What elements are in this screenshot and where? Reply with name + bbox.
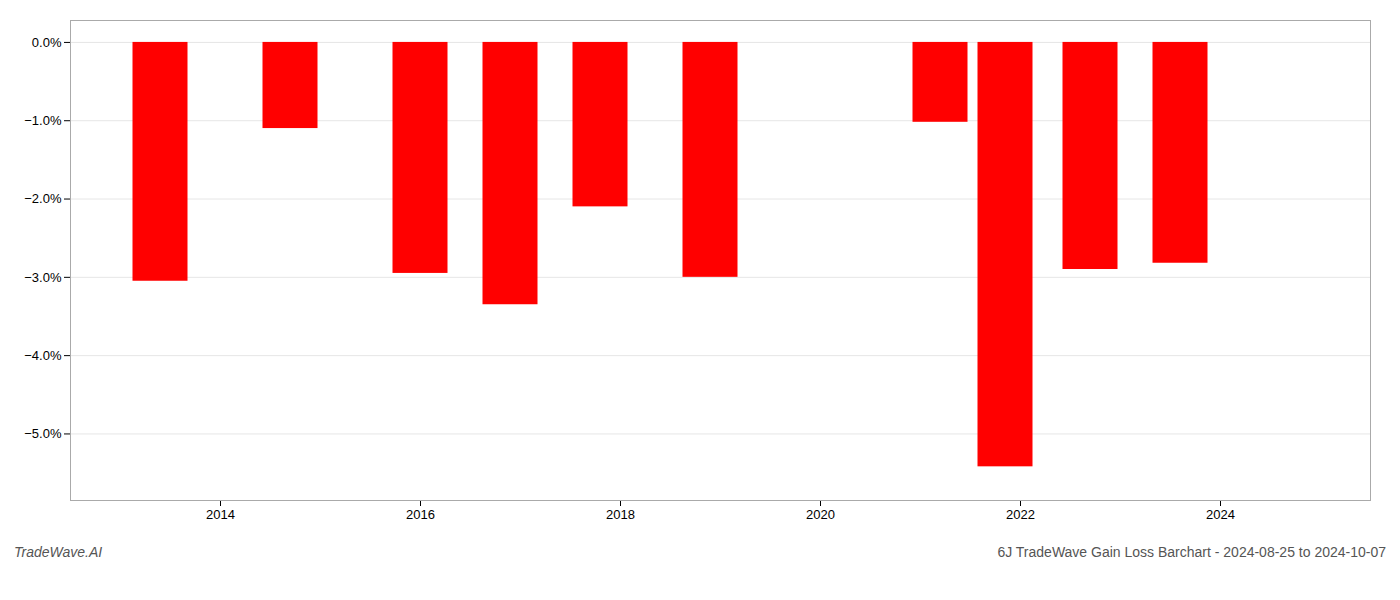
svg-text:−4.0%: −4.0% <box>24 348 62 363</box>
html-text:6J TradeWave Gain Loss Barchar: 6J TradeWave Gain Loss Barchart - 2024-0… <box>997 544 1386 560</box>
svg-text:2014: 2014 <box>206 507 235 522</box>
svg-text:2024: 2024 <box>1206 507 1235 522</box>
svg-text:−5.0%: −5.0% <box>24 426 62 441</box>
svg-text:−1.0%: −1.0% <box>24 113 62 128</box>
html-text:TradeWave.AI: TradeWave.AI <box>14 544 103 560</box>
svg-text:0.0%: 0.0% <box>32 35 62 50</box>
svg-text:−2.0%: −2.0% <box>24 191 62 206</box>
svg-text:2020: 2020 <box>806 507 835 522</box>
svg-text:−3.0%: −3.0% <box>24 269 62 284</box>
svg-text:2018: 2018 <box>606 507 635 522</box>
svg-text:2022: 2022 <box>1006 507 1035 522</box>
svg-text:2016: 2016 <box>406 507 435 522</box>
